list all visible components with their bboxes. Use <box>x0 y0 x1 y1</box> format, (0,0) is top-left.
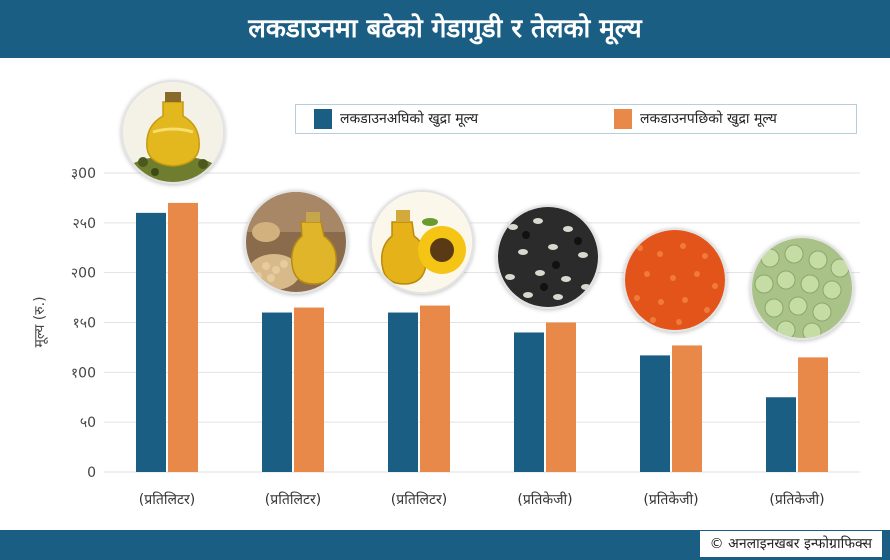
bar-before <box>640 355 670 472</box>
bar-before <box>388 312 418 472</box>
y-tick-label: २५0 <box>73 216 96 232</box>
legend-swatch-after <box>614 109 632 129</box>
sunflower-oil-icon <box>370 190 474 294</box>
x-category-label: (प्रतिकेजी) <box>643 491 698 508</box>
y-tick-label: १५0 <box>73 316 96 332</box>
bar-after <box>798 357 828 472</box>
x-category-label: (प्रतिकेजी) <box>517 491 572 508</box>
y-tick-label: २00 <box>71 266 96 282</box>
bar-after <box>672 345 702 472</box>
red-lentil-icon <box>623 228 727 332</box>
bar-before <box>136 212 166 472</box>
legend-swatch-before <box>314 109 332 129</box>
x-category-label: (प्रतिलिटर) <box>139 491 195 508</box>
legend-label-after: लकडाउनपछिको खुद्रा मूल्य <box>640 111 777 127</box>
y-tick-label: 0 <box>87 465 96 481</box>
x-category-label: (प्रतिकेजी) <box>769 491 824 508</box>
bar-after <box>546 322 576 472</box>
bar-before <box>514 332 544 472</box>
y-tick-label: १00 <box>71 365 96 381</box>
legend-label-before: लकडाउनअघिको खुद्रा मूल्य <box>340 111 479 127</box>
bar-after <box>168 202 198 472</box>
olive-oil-icon <box>121 80 225 184</box>
y-axis-title: मूल्य (रु.) <box>32 296 48 347</box>
y-tick-label: ३00 <box>71 166 96 182</box>
x-category-label: (प्रतिलिटर) <box>265 491 321 508</box>
bar-before <box>262 312 292 472</box>
black-lentil-icon <box>496 205 600 309</box>
credit-label: © अनलाइनखबर इन्फोग्राफिक्स <box>699 531 882 557</box>
soybean-oil-icon <box>244 190 348 294</box>
bar-after <box>294 307 324 472</box>
x-category-label: (प्रतिलिटर) <box>391 491 447 508</box>
y-tick-label: ५0 <box>80 415 96 431</box>
legend: लकडाउनअघिको खुद्रा मूल्य लकडाउनपछिको खुद… <box>295 104 857 134</box>
green-peas-icon <box>750 236 854 340</box>
title-banner <box>0 0 890 58</box>
bar-after <box>420 305 450 472</box>
page-title: लकडाउनमा बढेको गेडागुडी र तेलको मूल्य <box>248 14 642 44</box>
bar-before <box>766 397 796 472</box>
